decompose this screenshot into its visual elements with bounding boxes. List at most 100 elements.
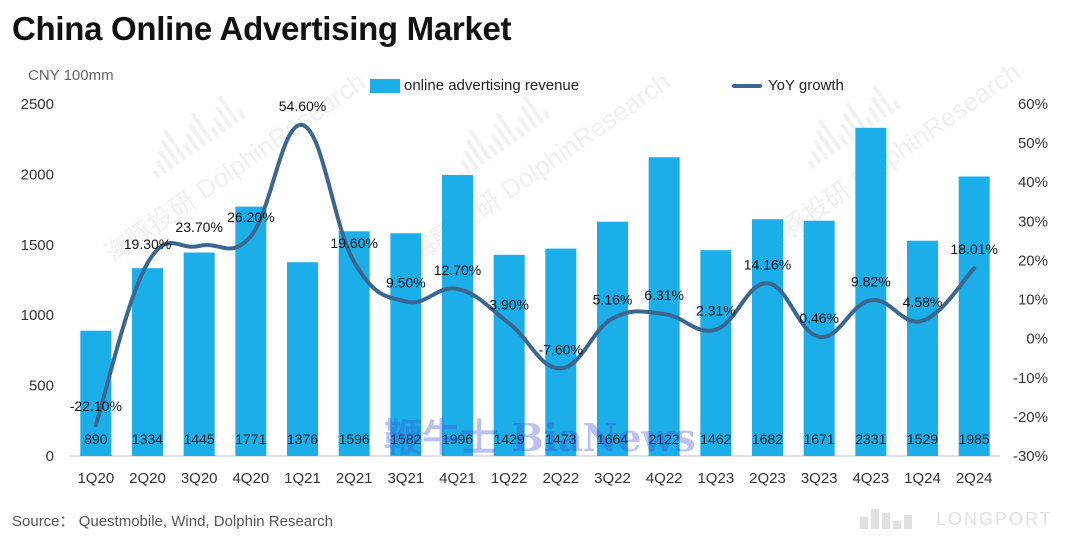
dolphin-watermark-bar — [867, 106, 882, 124]
left-axis-unit-label: CNY 100mm — [28, 67, 114, 84]
dolphin-watermark-bar — [487, 143, 499, 157]
dolphin-watermark-bar — [517, 116, 532, 134]
legend-label-revenue: online advertising revenue — [404, 77, 580, 94]
bar-value-label: 1985 — [959, 431, 990, 447]
dolphin-watermark-bar — [185, 132, 201, 152]
longport-logo-mark — [860, 509, 918, 529]
source-note: Source： Questmobile, Wind, Dolphin Resea… — [12, 513, 333, 530]
y-right-tick-label: 30% — [1018, 213, 1048, 230]
dolphin-watermark-bar — [817, 118, 842, 151]
dolphin-watermark-bar — [815, 129, 836, 156]
bar-value-label: 1429 — [494, 431, 525, 447]
dolphin-watermark-bar — [845, 102, 869, 133]
dolphin-watermark-bar — [495, 112, 519, 143]
x-tick-label: 2Q20 — [129, 470, 166, 487]
dolphin-watermark-bar — [190, 112, 214, 143]
y-right-tick-label: 60% — [1018, 96, 1048, 113]
dolphin-watermark-bar — [215, 105, 233, 129]
yoy-value-label: 9.82% — [851, 273, 891, 289]
axis-layer: 0 500 1000 1500 2000 2500 -30% -20% -10% 0% 10% 20%… — [21, 96, 1048, 487]
bar-value-label: 1462 — [700, 431, 731, 447]
bar-value-label: 1582 — [390, 431, 421, 447]
y-right-tick-label: -10% — [1013, 370, 1048, 387]
yoy-value-label: 19.30% — [124, 236, 171, 252]
dolphin-watermark-bar — [522, 95, 545, 125]
chart-legend: online advertising revenue YoY growth — [370, 77, 890, 99]
x-tick-label: 1Q21 — [284, 470, 321, 487]
bar-3Q20 — [183, 252, 215, 456]
bar-value-label: 1671 — [804, 431, 835, 447]
dolphin-watermark-bar — [465, 139, 486, 166]
yoy-value-label: -22.10% — [70, 398, 122, 414]
y-right-tick-label: 40% — [1018, 174, 1048, 191]
line-layer — [93, 123, 977, 428]
bar-4Q21 — [442, 174, 473, 456]
yoy-value-label: 5.16% — [593, 291, 633, 307]
dolphin-watermark-bar — [892, 99, 901, 110]
dolphin-watermark-bar — [810, 149, 823, 165]
bar-value-label: 1376 — [287, 431, 318, 447]
y-right-tick-label: 20% — [1018, 252, 1048, 269]
dolphin-watermark-bar — [837, 133, 849, 147]
legend-bar-swatch — [370, 78, 400, 93]
dolphin-watermark-bar — [187, 122, 207, 147]
x-tick-label: 2Q23 — [749, 470, 786, 487]
yoy-value-label: -7.60% — [539, 341, 583, 357]
x-tick-label: 1Q23 — [697, 470, 734, 487]
dolphin-watermark-bar — [237, 109, 246, 120]
x-tick-label: 3Q23 — [801, 470, 838, 487]
dolphin-watermark-bar — [210, 126, 220, 138]
y-right-tick-label: -20% — [1013, 409, 1048, 426]
yoy-value-label: 3.90% — [489, 296, 529, 312]
bar-3Q22 — [597, 221, 628, 456]
x-tick-label: 3Q21 — [387, 470, 424, 487]
dolphin-watermark-bar — [462, 149, 479, 170]
yoy-value-label: 6.31% — [644, 287, 684, 303]
yoy-value-label: 54.60% — [279, 98, 326, 114]
bar-1Q21 — [287, 262, 318, 456]
bar-value-label: 1529 — [907, 431, 938, 447]
yoy-value-label: 0.46% — [799, 310, 839, 326]
yoy-value-label: 12.70% — [434, 262, 481, 278]
dolphin-watermark-bar — [520, 105, 538, 129]
dolphin-watermark-bar — [542, 109, 551, 120]
bar-4Q20 — [235, 206, 267, 456]
dolphin-watermark-bar — [212, 116, 227, 134]
x-tick-label: 2Q21 — [336, 470, 373, 487]
x-tick-label: 3Q20 — [181, 470, 218, 487]
dolphin-watermark-bar — [467, 128, 492, 161]
legend-line-swatch — [732, 83, 762, 88]
x-tick-label: 4Q22 — [646, 470, 683, 487]
bar-4Q23 — [855, 127, 887, 456]
y-left-tick-label: 1000 — [21, 307, 54, 324]
y-left-tick-label: 2500 — [21, 96, 54, 113]
y-right-tick-label: 0% — [1026, 331, 1048, 348]
bar-value-label: 1996 — [442, 431, 473, 447]
dolphin-watermark-bar — [162, 128, 187, 161]
y-left-tick-label: 2000 — [21, 166, 54, 183]
x-tick-label: 2Q22 — [542, 470, 579, 487]
dolphin-watermark-bar — [182, 143, 194, 157]
legend-item-yoy: YoY growth — [732, 77, 844, 94]
dolphin-watermark-bar — [812, 139, 829, 160]
dolphin-watermark-bar — [492, 122, 512, 147]
yoy-value-label: 2.31% — [696, 303, 736, 319]
bar-value-label: 890 — [84, 431, 108, 447]
yoy-value-label: 19.60% — [330, 235, 377, 251]
bar-value-label: 1473 — [545, 431, 576, 447]
yoy-value-label: 9.50% — [386, 275, 426, 291]
x-tick-label: 4Q21 — [439, 470, 476, 487]
dolphin-watermark-bar — [870, 95, 888, 119]
bianews-watermark-layer: 鞭牛士 BiaNews — [384, 415, 695, 460]
y-right-tick-label: 10% — [1018, 292, 1048, 309]
bar-value-label: 1334 — [132, 431, 163, 447]
y-right-tick-label: 50% — [1018, 135, 1048, 152]
dolphin-watermark-bar — [840, 122, 856, 142]
bar-value-label: 1596 — [339, 431, 370, 447]
bar-2Q23 — [752, 219, 783, 456]
bar-2Q22 — [545, 248, 577, 456]
line-value-label-layer: -22.10% 19.30%23.70% 26.20% 54.60% 19.60% 9.5… — [70, 98, 998, 414]
y-left-tick-label: 500 — [29, 378, 54, 395]
dolphin-watermark-bar — [160, 139, 181, 166]
